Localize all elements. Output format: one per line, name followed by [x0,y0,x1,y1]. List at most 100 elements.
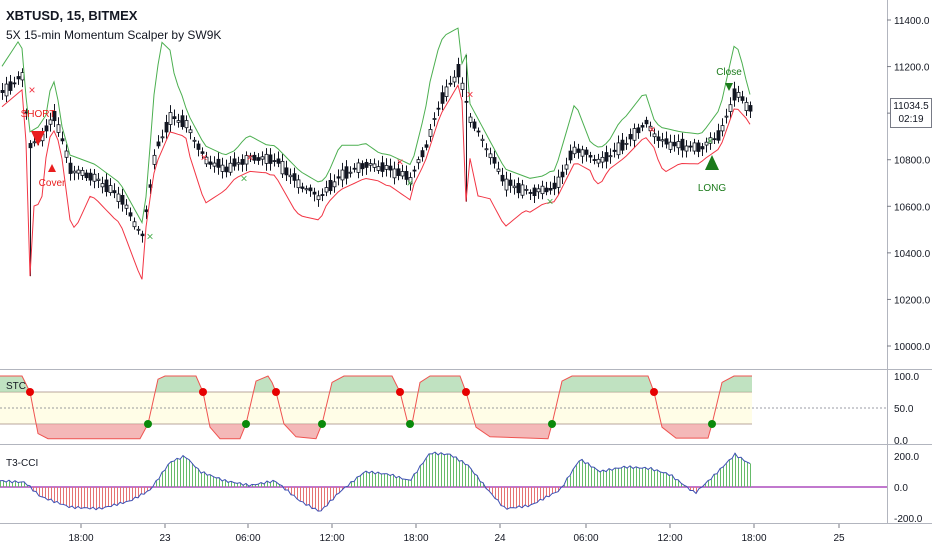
candle-body [700,146,705,150]
candle-body [424,144,429,148]
candle-body [492,157,497,164]
cci-panel-label[interactable]: T3-CCI [6,458,39,469]
candle [204,151,209,168]
candle [312,187,317,202]
candle [208,155,213,170]
candle [156,135,161,149]
candle-body [144,209,149,213]
candle [368,159,373,172]
candle-body [564,164,569,170]
candle [0,82,5,100]
candle-body [72,170,77,174]
candle [596,153,601,168]
candle-body [204,156,209,165]
candle-body [500,174,505,182]
candle [336,169,341,186]
stc-buy-dot [708,420,716,428]
candle [680,132,685,158]
symbol-title[interactable]: XBTUSD, 15, BITMEX [6,8,138,23]
candle-body [256,157,261,161]
candle [660,132,665,148]
candle [52,103,57,128]
candle-body [188,129,193,134]
lower-band-line [1,83,751,280]
candle-body [720,125,725,132]
candle-body [216,158,221,168]
candle-body [0,90,5,93]
time-tick-label: 18:00 [741,533,766,544]
candle [448,75,453,87]
candle [64,144,69,164]
candle-body [64,150,69,158]
candle [528,189,533,200]
candle-body [160,136,165,139]
candle-body [316,195,321,201]
stc-panel-label[interactable]: STC [6,381,26,392]
candle [412,165,417,178]
candle [80,167,85,181]
candle-body [164,121,169,133]
candle-body [368,163,373,166]
candle [624,136,629,150]
stc-buy-dot [144,420,152,428]
candle [160,129,165,143]
candle [136,226,141,235]
candle [696,139,701,158]
candle [440,85,445,111]
candle [164,114,169,139]
candle-body [528,192,533,194]
study-title[interactable]: 5X 15-min Momentum Scalper by SW9K [6,28,222,42]
candle [296,174,301,194]
candle-body [212,162,217,167]
candle-body [696,142,701,152]
candle [212,156,217,173]
candle [536,184,541,199]
candle [68,157,73,181]
stc-tick-label: 50.0 [894,404,914,415]
candle-body [716,130,721,141]
candle [516,177,521,199]
candle [12,76,17,88]
candle [340,162,345,188]
candle-body [332,181,337,188]
candle [192,137,197,149]
candle-body [512,185,517,189]
stc-tick-label: 0.0 [894,436,908,447]
candle-body [688,145,693,148]
candle-body [200,151,205,154]
candle-body [172,116,177,120]
candle [428,123,433,142]
candle-body [440,92,445,104]
candle-body [524,188,529,191]
candle [104,172,109,197]
candle [256,153,261,165]
stc-line [0,375,752,440]
candle-body [644,119,649,125]
candle [372,158,377,172]
exit-x-marker: × [200,150,207,164]
candle [620,133,625,155]
exit-x-marker: × [466,88,473,102]
candle-body [456,63,461,78]
candle [424,140,429,151]
candle [488,147,493,165]
candle-body [484,148,489,151]
candle-body [300,186,305,189]
candle [268,148,273,171]
candle-body [104,179,109,193]
candle [396,161,401,181]
candle [672,134,677,152]
candle [588,151,593,163]
candle [652,128,657,144]
candle [676,134,681,155]
candle [468,112,473,128]
cci-tick-label: 200.0 [894,452,919,463]
candle-body [612,149,617,152]
candle-body [664,138,669,145]
candle-body [648,125,653,132]
time-tick-label: 06:00 [573,533,598,544]
candle-body [704,141,709,146]
candles-group [0,54,753,277]
